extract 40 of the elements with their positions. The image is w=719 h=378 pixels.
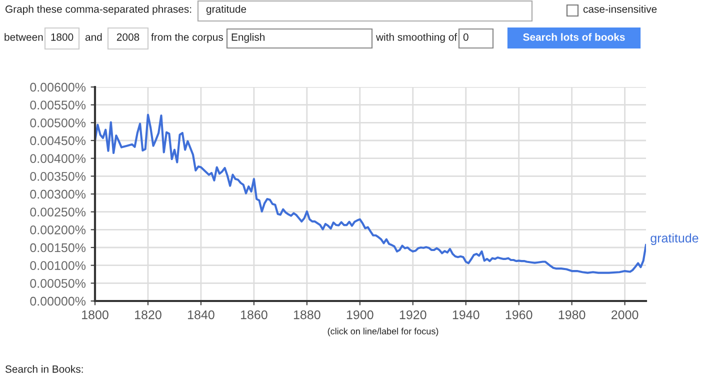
y-tick-label: 0.00550% bbox=[30, 100, 86, 110]
x-tick-label: 1980 bbox=[558, 310, 586, 320]
y-tick-label: 0.00350% bbox=[30, 172, 86, 181]
text: Search in Books: bbox=[5, 365, 83, 373]
y-tick-label: 0.00400% bbox=[30, 154, 86, 163]
text: and bbox=[85, 33, 102, 41]
series-label: gratitude bbox=[650, 233, 698, 246]
text: case-insensitive bbox=[583, 5, 657, 13]
text: English bbox=[232, 33, 264, 43]
y-tick-label: 0.00250% bbox=[30, 208, 86, 216]
text: 2008 bbox=[116, 33, 140, 41]
x-tick-label: 1900 bbox=[346, 310, 374, 320]
y-tick-label: 0.00300% bbox=[30, 190, 86, 199]
text: 0 bbox=[463, 33, 468, 41]
y-tick-label: 0.00200% bbox=[30, 225, 86, 234]
x-tick-label: 1920 bbox=[400, 310, 426, 320]
y-tick-label: 0.00050% bbox=[30, 278, 86, 288]
text: Graph these comma-separated phrases: bbox=[6, 5, 192, 15]
x-tick-label: 1840 bbox=[188, 310, 214, 320]
text: (click on line/label for focus) bbox=[328, 328, 438, 336]
x-tick-label: 1940 bbox=[452, 310, 480, 320]
text: gratitude bbox=[206, 5, 246, 15]
y-tick-label: 0.00450% bbox=[30, 136, 86, 146]
y-tick-label: 0.00100% bbox=[30, 261, 86, 270]
text: Search lots of books bbox=[523, 33, 625, 41]
x-tick-label: 2000 bbox=[612, 310, 638, 320]
x-tick-label: 1960 bbox=[506, 310, 532, 320]
text: with smoothing of bbox=[376, 33, 458, 43]
x-tick-label: 1820 bbox=[135, 310, 162, 320]
y-tick-label: 0.00500% bbox=[30, 118, 86, 128]
text: 1800 bbox=[51, 33, 74, 41]
y-tick-label: 0.00150% bbox=[30, 243, 86, 252]
x-tick-label: 1880 bbox=[294, 310, 320, 320]
text: between bbox=[4, 33, 43, 41]
x-tick-label: 1860 bbox=[240, 310, 268, 320]
line-series bbox=[95, 114, 646, 274]
y-tick-label: 0.00000% bbox=[30, 296, 86, 306]
text: from the corpus bbox=[151, 33, 223, 43]
x-tick-label: 1800 bbox=[82, 310, 108, 320]
y-tick-label: 0.00600% bbox=[30, 82, 86, 92]
